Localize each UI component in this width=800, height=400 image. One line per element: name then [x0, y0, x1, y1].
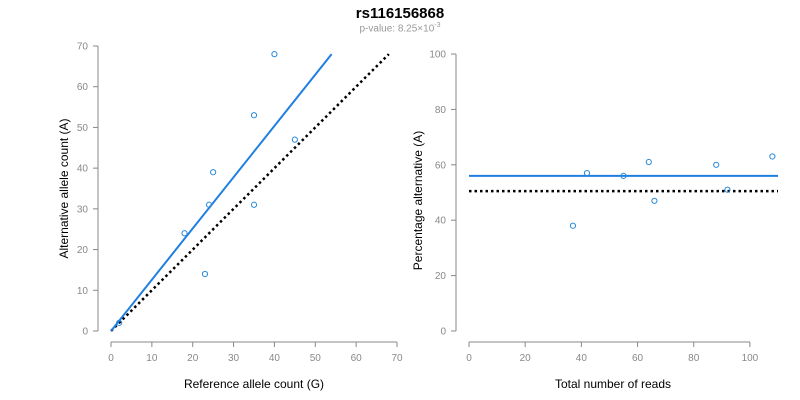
chart1-x-tick-label: 10: [146, 353, 158, 364]
chart1-data-point: [116, 319, 123, 326]
chart1-x-tick-label: 30: [228, 353, 240, 364]
chart1-y-tick-label: 20: [77, 245, 89, 256]
chart2-y-tick-label: 40: [435, 216, 447, 227]
chart2-y-tick-label: 80: [435, 105, 447, 116]
chart2-x-tick-label: 60: [632, 353, 644, 364]
chart2-data-point: [724, 186, 731, 193]
chart1-data-point: [210, 169, 217, 176]
chart1-x-tick-label: 20: [187, 353, 199, 364]
chart1-y-axis-title: Alternative allele count (A): [57, 118, 71, 258]
chart1-x-axis-title: Reference allele count (G): [184, 377, 324, 391]
chart1-x-tick-label: 0: [108, 353, 114, 364]
chart2-y-tick-label: 0: [440, 327, 446, 338]
chart2-y-tick-label: 20: [435, 271, 447, 282]
chart1-x-tick-label: 70: [391, 353, 403, 364]
chart1-data-point: [250, 201, 258, 208]
chart1-x-tick-label: 60: [351, 353, 363, 364]
chart1-y-tick-label: 10: [77, 286, 89, 297]
chart1-y-tick-label: 60: [77, 82, 89, 93]
chart1-data-point: [250, 112, 258, 119]
chart-subtitle: p-value: 8.25×10-3: [0, 22, 800, 34]
p-value-exponent: -3: [434, 22, 441, 29]
chart1-reference-line: [110, 53, 390, 332]
chart1-x-tick-label: 50: [310, 353, 322, 364]
chart2-y-tick-label: 60: [435, 160, 447, 171]
chart1-data-point: [291, 136, 298, 143]
chart1-data-point: [205, 201, 213, 208]
chart2-data-point: [569, 222, 577, 229]
chart2-y-axis-title: Percentage alternative (A): [411, 131, 425, 270]
chart2-x-tick-label: 100: [742, 353, 759, 364]
chart2-x-axis-title: Total number of reads: [555, 377, 671, 391]
chart1-data-point: [181, 230, 188, 237]
chart2-data-point: [651, 197, 658, 204]
chart2-y-tick-label: 100: [429, 50, 446, 61]
chart1-data-point: [271, 51, 278, 58]
chart2-data-point: [769, 153, 776, 160]
chart-title: rs116156868: [355, 5, 445, 22]
chart1-y-tick-label: 30: [77, 204, 89, 215]
p-value-text: p-value: 8.25×10: [359, 23, 435, 35]
chart1-fit-line: [110, 53, 333, 332]
chart2-x-tick-label: 0: [466, 353, 472, 364]
chart2-data-point: [583, 170, 591, 177]
chart1-y-tick-label: 50: [77, 123, 89, 134]
chart1-y-tick-label: 40: [77, 164, 89, 175]
chart1-y-tick-label: 70: [77, 42, 89, 53]
chart2-data-point: [713, 161, 720, 168]
chart1-y-tick-label: 0: [82, 327, 88, 338]
chart2-x-tick-label: 80: [688, 353, 700, 364]
chart2-x-tick-label: 40: [576, 353, 588, 364]
chart2-data-point: [620, 172, 627, 179]
chart2-data-point: [645, 158, 652, 166]
chart1-data-point: [201, 270, 209, 278]
chart1-x-tick-label: 40: [269, 353, 281, 364]
chart2-x-tick-label: 20: [520, 353, 532, 364]
